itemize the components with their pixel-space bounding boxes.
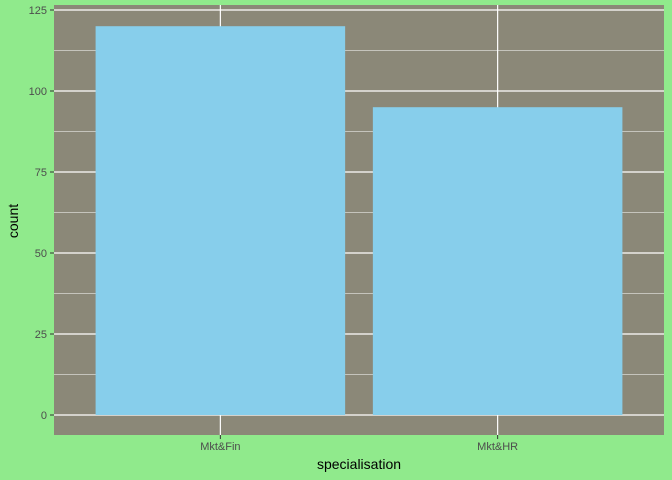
y-tick-label: 50 (35, 248, 47, 260)
y-axis: 0 25 50 75 100 125 (29, 5, 54, 422)
bar-1 (372, 107, 623, 415)
x-tick-label: Mkt&Fin (200, 441, 240, 453)
bars (95, 26, 623, 415)
y-tick-label: 0 (41, 410, 47, 422)
y-tick-label: 75 (35, 167, 47, 179)
bar-0 (95, 26, 346, 415)
x-axis: Mkt&Fin Mkt&HR (200, 435, 518, 453)
y-tick-label: 125 (29, 5, 47, 17)
y-axis-title: count (5, 204, 21, 238)
x-tick-label: Mkt&HR (477, 441, 518, 453)
x-axis-title: specialisation (317, 456, 401, 472)
y-tick-label: 100 (29, 86, 47, 98)
y-tick-label: 25 (35, 329, 47, 341)
